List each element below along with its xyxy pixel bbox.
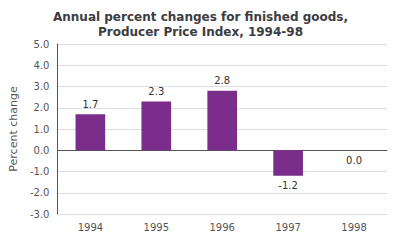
svg-text:0.0: 0.0 xyxy=(34,145,50,156)
svg-text:-1.0: -1.0 xyxy=(30,166,50,177)
svg-text:Annual percent changes for fin: Annual percent changes for finished good… xyxy=(53,10,348,24)
svg-text:1997: 1997 xyxy=(275,222,300,233)
svg-text:Producer Price Index, 1994-98: Producer Price Index, 1994-98 xyxy=(98,25,303,39)
svg-text:3.0: 3.0 xyxy=(34,81,50,92)
svg-text:2.0: 2.0 xyxy=(34,102,50,113)
svg-text:1994: 1994 xyxy=(78,222,103,233)
svg-text:2.8: 2.8 xyxy=(214,75,230,86)
svg-text:1995: 1995 xyxy=(144,222,169,233)
svg-text:1998: 1998 xyxy=(341,222,366,233)
svg-text:1996: 1996 xyxy=(209,222,234,233)
svg-text:1.7: 1.7 xyxy=(82,99,98,110)
svg-text:-2.0: -2.0 xyxy=(30,187,50,198)
svg-text:2.3: 2.3 xyxy=(148,86,164,97)
svg-text:Percent change: Percent change xyxy=(7,86,20,172)
svg-text:5.0: 5.0 xyxy=(34,39,50,50)
svg-text:4.0: 4.0 xyxy=(34,60,50,71)
svg-text:1.0: 1.0 xyxy=(34,124,50,135)
svg-text:-3.0: -3.0 xyxy=(30,209,50,220)
svg-text:-1.2: -1.2 xyxy=(278,180,298,191)
svg-text:0.0: 0.0 xyxy=(346,155,362,166)
